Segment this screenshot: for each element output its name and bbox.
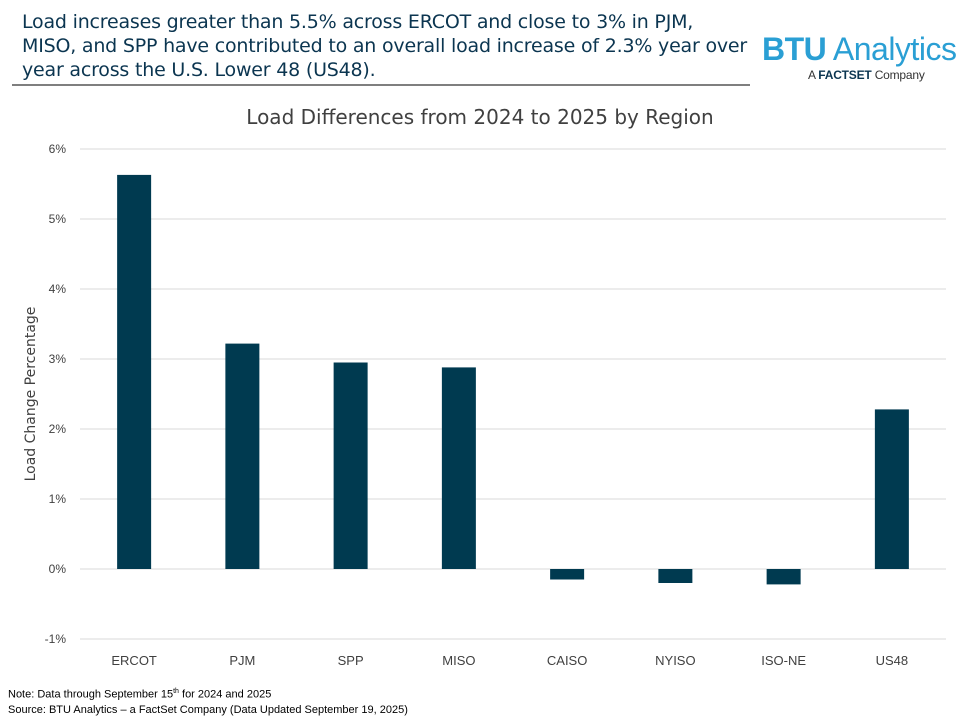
x-tick-labels: ERCOT PJM SPP MISO CAISO NYISO ISO-NE US48 [111,653,908,668]
y-tick-label: 3% [49,352,67,366]
data-note: Note: Data through September 15th for 20… [8,684,408,703]
btu-analytics-logo: BTU Analytics A FACTSET Company [762,31,957,82]
headline-divider [12,84,750,86]
bar-us48 [874,409,909,569]
data-note-prefix: Note: Data through September 15 [8,688,174,701]
x-tick-label: NYISO [655,653,695,668]
bar-iso-ne [766,569,801,585]
bar-miso [441,367,476,569]
x-tick-label: SPP [338,653,364,668]
source-note: Source: BTU Analytics – a FactSet Compan… [8,703,408,716]
bar-pjm [225,343,260,569]
data-note-suffix: for 2024 and 2025 [178,688,272,701]
y-tick-label: 1% [49,492,67,506]
gridlines [80,148,946,640]
x-tick-label: PJM [229,653,255,668]
logo-factset: FACTSET [818,68,872,82]
x-tick-label: ISO-NE [761,653,806,668]
y-axis-label: Load Change Percentage [23,307,39,482]
y-tick-label: 5% [49,212,67,226]
y-tick-label: 0% [49,562,67,576]
logo-btu: BTU [762,31,827,67]
data-note-sup: th [173,688,179,695]
bars [117,174,909,585]
x-tick-label: US48 [876,653,909,668]
bar-nyiso [658,569,693,583]
x-tick-label: MISO [442,653,475,668]
logo-analytics: Analytics [826,31,957,67]
y-tick-label: 2% [49,422,67,436]
footer-notes: Note: Data through September 15th for 20… [8,684,408,718]
logo-wordmark: BTU Analytics [762,31,957,67]
y-tick-label: 4% [49,282,67,296]
y-tick-label: -1% [45,632,67,646]
bar-caiso [550,569,585,580]
logo-tagline: A FACTSET Company [808,68,925,82]
headline: Load increases greater than 5.5% across … [22,11,748,81]
y-tick-labels: -1% 0% 1% 2% 3% 4% 5% 6% [45,142,67,646]
y-tick-label: 6% [49,142,67,156]
logo-tagline-prefix: A [808,68,819,82]
x-tick-label: CAISO [547,653,587,668]
bar-spp [333,362,368,569]
bar-ercot [117,174,152,569]
logo-tagline-suffix: Company [871,68,925,82]
chart-title: Load Differences from 2024 to 2025 by Re… [246,105,713,129]
x-tick-label: ERCOT [111,653,157,668]
